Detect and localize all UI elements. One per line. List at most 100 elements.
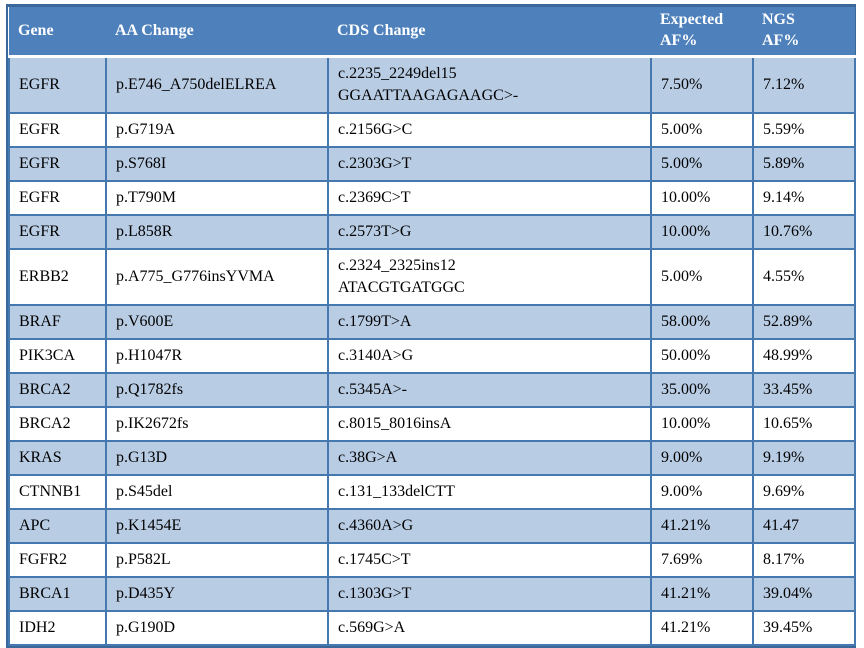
cell-aa-change: p.IK2672fs bbox=[105, 406, 329, 442]
cell-aa-change: p.G719A bbox=[105, 112, 329, 148]
cell-expected-af: 35.00% bbox=[650, 372, 754, 408]
cell-cds-change: c.1745C>T bbox=[327, 542, 652, 578]
table-header: Gene AA Change CDS Change Expected AF% N… bbox=[9, 7, 855, 58]
cell-expected-af: 9.00% bbox=[650, 474, 754, 510]
table-row: EGFR p.E746_A750delELREA c.2235_2249del15 … bbox=[8, 56, 856, 114]
cell-ngs-af: 41.47 bbox=[752, 508, 856, 544]
cell-aa-change: p.G13D bbox=[105, 440, 329, 476]
cell-aa-change: p.Q1782fs bbox=[105, 372, 329, 408]
cell-cds-change: c.4360A>G bbox=[327, 508, 652, 544]
cell-cds-change: c.2303G>T bbox=[327, 146, 652, 182]
column-header-aa-change: AA Change bbox=[106, 7, 328, 58]
cell-aa-change: p.T790M bbox=[105, 180, 329, 216]
cell-aa-change: p.D435Y bbox=[105, 576, 329, 612]
table-row: EGFR p.G719A c.2156G>C 5.00% 5.59% bbox=[8, 112, 856, 148]
table-row: BRCA2 p.IK2672fs c.8015_8016insA 10.00% 10.6… bbox=[8, 406, 856, 442]
cell-cds-change: c.569G>A bbox=[327, 610, 652, 646]
table-row: ERBB2 p.A775_G776insYVMA c.2324_2325ins12 … bbox=[8, 248, 856, 306]
cell-ngs-af: 5.59% bbox=[752, 112, 856, 148]
cell-expected-af: 41.21% bbox=[650, 610, 754, 646]
cell-expected-af: 7.50% bbox=[650, 56, 754, 114]
cell-expected-af: 10.00% bbox=[650, 180, 754, 216]
cell-gene: APC bbox=[8, 508, 107, 544]
cell-ngs-af: 52.89% bbox=[752, 304, 856, 340]
table-row: EGFR p.S768I c.2303G>T 5.00% 5.89% bbox=[8, 146, 856, 182]
cell-cds-change: c.8015_8016insA bbox=[327, 406, 652, 442]
cell-aa-change: p.S768I bbox=[105, 146, 329, 182]
cell-cds-change: c.1799T>A bbox=[327, 304, 652, 340]
cell-cds-change: c.2324_2325ins12 ATACGTGATGGC bbox=[327, 248, 652, 306]
table-row: BRAF p.V600E c.1799T>A 58.00% 52.89% bbox=[8, 304, 856, 340]
cell-expected-af: 50.00% bbox=[650, 338, 754, 374]
table-row: APC p.K1454E c.4360A>G 41.21% 41.47 bbox=[8, 508, 856, 544]
cell-expected-af: 5.00% bbox=[650, 112, 754, 148]
cell-expected-af: 58.00% bbox=[650, 304, 754, 340]
variant-table: Gene AA Change CDS Change Expected AF% N… bbox=[8, 7, 856, 646]
cell-ngs-af: 39.04% bbox=[752, 576, 856, 612]
cell-gene: EGFR bbox=[8, 146, 107, 182]
cell-aa-change: p.K1454E bbox=[105, 508, 329, 544]
cell-aa-change: p.V600E bbox=[105, 304, 329, 340]
cell-ngs-af: 10.65% bbox=[752, 406, 856, 442]
cell-ngs-af: 33.45% bbox=[752, 372, 856, 408]
cell-ngs-af: 9.69% bbox=[752, 474, 856, 510]
cell-cds-change: c.2369C>T bbox=[327, 180, 652, 216]
cell-cds-change: c.2156G>C bbox=[327, 112, 652, 148]
cell-gene: FGFR2 bbox=[8, 542, 107, 578]
cell-gene: CTNNB1 bbox=[8, 474, 107, 510]
cell-ngs-af: 48.99% bbox=[752, 338, 856, 374]
table-body: EGFR p.E746_A750delELREA c.2235_2249del15 … bbox=[8, 56, 856, 646]
cell-cds-change: c.5345A>- bbox=[327, 372, 652, 408]
cell-ngs-af: 8.17% bbox=[752, 542, 856, 578]
cell-expected-af: 9.00% bbox=[650, 440, 754, 476]
cell-cds-change: c.131_133delCTT bbox=[327, 474, 652, 510]
table-row: IDH2 p.G190D c.569G>A 41.21% 39.45% bbox=[8, 610, 856, 646]
cell-expected-af: 41.21% bbox=[650, 576, 754, 612]
cell-aa-change: p.E746_A750delELREA bbox=[105, 56, 329, 114]
cell-aa-change: p.A775_G776insYVMA bbox=[105, 248, 329, 306]
variant-table-wrap: Gene AA Change CDS Change Expected AF% N… bbox=[6, 4, 856, 648]
cell-expected-af: 7.69% bbox=[650, 542, 754, 578]
column-header-expected-af: Expected AF% bbox=[651, 7, 753, 58]
table-row: EGFR p.T790M c.2369C>T 10.00% 9.14% bbox=[8, 180, 856, 216]
cell-expected-af: 5.00% bbox=[650, 248, 754, 306]
cell-cds-change: c.1303G>T bbox=[327, 576, 652, 612]
table-row: PIK3CA p.H1047R c.3140A>G 50.00% 48.99% bbox=[8, 338, 856, 374]
column-header-gene: Gene bbox=[9, 7, 106, 58]
cell-gene: IDH2 bbox=[8, 610, 107, 646]
table-row: CTNNB1 p.S45del c.131_133delCTT 9.00% 9.69% bbox=[8, 474, 856, 510]
cell-gene: BRCA1 bbox=[8, 576, 107, 612]
cell-gene: BRCA2 bbox=[8, 406, 107, 442]
cell-ngs-af: 9.14% bbox=[752, 180, 856, 216]
cell-gene: EGFR bbox=[8, 112, 107, 148]
cell-ngs-af: 10.76% bbox=[752, 214, 856, 250]
cell-gene: EGFR bbox=[8, 180, 107, 216]
cell-ngs-af: 39.45% bbox=[752, 610, 856, 646]
cell-cds-change: c.38G>A bbox=[327, 440, 652, 476]
cell-aa-change: p.L858R bbox=[105, 214, 329, 250]
cell-gene: EGFR bbox=[8, 56, 107, 114]
cell-expected-af: 41.21% bbox=[650, 508, 754, 544]
column-header-ngs-af: NGS AF% bbox=[753, 7, 855, 58]
cell-gene: BRCA2 bbox=[8, 372, 107, 408]
cell-gene: BRAF bbox=[8, 304, 107, 340]
cell-expected-af: 5.00% bbox=[650, 146, 754, 182]
table-row: BRCA1 p.D435Y c.1303G>T 41.21% 39.04% bbox=[8, 576, 856, 612]
cell-ngs-af: 7.12% bbox=[752, 56, 856, 114]
cell-ngs-af: 9.19% bbox=[752, 440, 856, 476]
cell-aa-change: p.H1047R bbox=[105, 338, 329, 374]
cell-gene: KRAS bbox=[8, 440, 107, 476]
column-header-cds-change: CDS Change bbox=[328, 7, 651, 58]
cell-gene: EGFR bbox=[8, 214, 107, 250]
cell-ngs-af: 5.89% bbox=[752, 146, 856, 182]
cell-aa-change: p.G190D bbox=[105, 610, 329, 646]
table-header-row: Gene AA Change CDS Change Expected AF% N… bbox=[9, 7, 855, 58]
cell-gene: ERBB2 bbox=[8, 248, 107, 306]
cell-gene: PIK3CA bbox=[8, 338, 107, 374]
cell-cds-change: c.2235_2249del15 GGAATTAAGAGAAGC>- bbox=[327, 56, 652, 114]
table-row: FGFR2 p.P582L c.1745C>T 7.69% 8.17% bbox=[8, 542, 856, 578]
cell-expected-af: 10.00% bbox=[650, 214, 754, 250]
table-row: KRAS p.G13D c.38G>A 9.00% 9.19% bbox=[8, 440, 856, 476]
cell-cds-change: c.3140A>G bbox=[327, 338, 652, 374]
table-row: BRCA2 p.Q1782fs c.5345A>- 35.00% 33.45% bbox=[8, 372, 856, 408]
